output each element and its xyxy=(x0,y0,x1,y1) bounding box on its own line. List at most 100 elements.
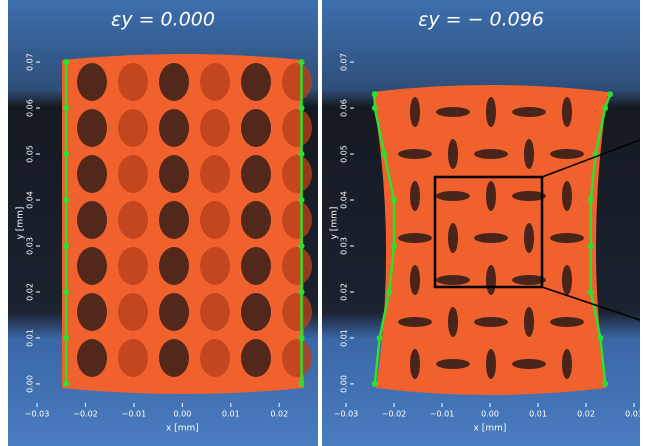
boundary-point xyxy=(63,289,69,295)
cell-hole xyxy=(200,155,230,193)
cell-hole xyxy=(118,63,148,101)
y-tick-label: 0.00 xyxy=(340,375,349,393)
boundary-point xyxy=(602,381,608,387)
cell-hole xyxy=(410,97,420,127)
y-tick-label: 0.05 xyxy=(26,145,35,163)
y-tick-label: 0.05 xyxy=(340,145,349,163)
cell-hole xyxy=(512,107,546,117)
cell-hole xyxy=(200,109,230,147)
x-tick-label: −0.02 xyxy=(382,410,407,419)
x-tick-label: 0.00 xyxy=(481,410,499,419)
cell-hole xyxy=(200,247,230,285)
x-tick-label: −0.03 xyxy=(25,410,50,419)
cell-hole xyxy=(241,339,271,377)
cell-hole xyxy=(524,307,534,337)
boundary-point xyxy=(372,381,378,387)
boundary-point xyxy=(63,243,69,249)
boundary-point xyxy=(63,105,69,111)
cell-hole xyxy=(398,149,432,159)
cell-hole xyxy=(550,149,584,159)
y-tick-label: 0.03 xyxy=(26,237,35,255)
x-tick-label: 0.01 xyxy=(222,410,240,419)
x-tick-label: −0.02 xyxy=(73,410,98,419)
cell-hole xyxy=(436,191,470,201)
cell-hole xyxy=(77,109,107,147)
cell-hole xyxy=(159,109,189,147)
y-tick-label: 0.07 xyxy=(26,53,35,71)
cell-hole xyxy=(241,293,271,331)
boundary-point xyxy=(63,381,69,387)
cell-hole xyxy=(282,293,312,331)
cell-hole xyxy=(118,293,148,331)
cell-hole xyxy=(118,247,148,285)
boundary-point xyxy=(377,335,383,341)
y-axis-label: y [mm] xyxy=(16,207,26,240)
cell-hole xyxy=(486,265,496,295)
cell-hole xyxy=(77,339,107,377)
y-tick-label: 0.04 xyxy=(340,191,349,209)
cell-hole xyxy=(474,149,508,159)
cell-hole xyxy=(200,339,230,377)
cell-hole xyxy=(77,63,107,101)
x-axis-label: x [mm] xyxy=(474,424,507,434)
boundary-point xyxy=(299,243,305,249)
cell-hole xyxy=(77,293,107,331)
boundary-point xyxy=(602,105,608,111)
x-tick-label: 0.02 xyxy=(577,410,595,419)
cell-hole xyxy=(118,339,148,377)
x-tick-label: −0.03 xyxy=(334,410,359,419)
boundary-point xyxy=(372,91,378,97)
cell-hole xyxy=(77,155,107,193)
cell-hole xyxy=(282,247,312,285)
boundary-point xyxy=(299,335,305,341)
cell-hole xyxy=(118,201,148,239)
cell-hole xyxy=(241,109,271,147)
boundary-point xyxy=(607,91,613,97)
boundary-point xyxy=(381,151,387,157)
cell-hole xyxy=(486,349,496,379)
cell-hole xyxy=(448,139,458,169)
cell-hole xyxy=(398,317,432,327)
cell-hole xyxy=(159,247,189,285)
cell-hole xyxy=(486,97,496,127)
y-tick-label: 0.07 xyxy=(340,53,349,71)
cell-hole xyxy=(524,223,534,253)
cell-hole xyxy=(448,223,458,253)
cell-hole xyxy=(200,201,230,239)
panel-title: εy = − 0.096 xyxy=(418,9,544,31)
x-tick-label: −0.01 xyxy=(430,410,455,419)
boundary-point xyxy=(299,151,305,157)
cell-hole xyxy=(282,155,312,193)
cell-hole xyxy=(410,349,420,379)
figure: εy = 0.000 −0.03 −0.02 −0.01 0.00 0.01 0.02 x [… xyxy=(0,0,646,446)
cell-hole xyxy=(512,359,546,369)
x-tick-label: 0.00 xyxy=(173,410,191,419)
boundary-point xyxy=(391,243,397,249)
cell-hole xyxy=(159,63,189,101)
boundary-point xyxy=(597,335,603,341)
boundary-point xyxy=(63,197,69,203)
cell-hole xyxy=(474,317,508,327)
boundary-point xyxy=(299,59,305,65)
cell-hole xyxy=(159,201,189,239)
cell-hole xyxy=(118,155,148,193)
cell-hole xyxy=(550,233,584,243)
boundary-point xyxy=(588,289,594,295)
boundary-point xyxy=(391,197,397,203)
cell-hole xyxy=(200,293,230,331)
cell-hole xyxy=(562,349,572,379)
boundary-point xyxy=(588,243,594,249)
cell-hole xyxy=(77,201,107,239)
cell-hole xyxy=(282,339,312,377)
cell-hole xyxy=(159,339,189,377)
cell-hole xyxy=(241,201,271,239)
panel-title: εy = 0.000 xyxy=(111,9,215,31)
y-tick-label: 0.01 xyxy=(340,329,349,347)
cell-hole xyxy=(436,275,470,285)
boundary-point xyxy=(299,289,305,295)
cell-hole xyxy=(200,63,230,101)
boundary-point xyxy=(63,59,69,65)
boundary-point xyxy=(63,335,69,341)
x-tick-label: 0.03 xyxy=(625,410,643,419)
boundary-point xyxy=(372,105,378,111)
